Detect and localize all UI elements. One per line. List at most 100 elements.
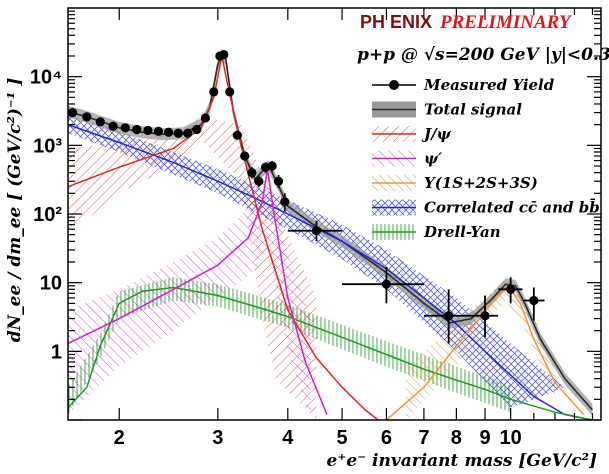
legend: Measured Yield Total signal J/ψ ψ′ Υ(1S+2S+3… [372,76,600,241]
data-point [273,174,284,188]
data-point [209,87,219,97]
data-point [183,128,193,138]
dy-line [68,286,593,420]
legend-label: ψ′ [424,150,442,168]
preliminary-label: PRELIMINARY [439,12,573,33]
legend-label: Υ(1S+2S+3S) [424,174,538,192]
legend-label: Total signal [424,101,522,119]
data-point-marker [163,127,174,137]
legend-entry-dy: Drell-Yan [372,223,501,241]
x-tick-label: 3 [212,427,223,449]
x-axis-label: e⁺e⁻ invariant mass [GeV/c²] [327,451,597,471]
data-point [287,220,343,242]
x-tick-label: 2 [114,427,125,449]
data-point [423,289,472,344]
data-point [143,125,153,135]
legend-entry-jpsi: J/ψ [372,125,452,143]
data-point [82,112,92,122]
data-point-marker [108,121,118,131]
data-point-marker [173,128,183,138]
data-point-marker [209,87,219,97]
data-point [342,266,424,304]
data-point [95,117,105,127]
data-point-marker [225,87,235,97]
data-point-marker [247,168,257,178]
data-point [219,49,229,60]
data-point [132,124,142,135]
data-point [254,175,264,187]
jpsi-line [68,55,379,420]
total-signal-band [68,48,593,416]
data-point-marker [82,112,92,122]
legend-entry-total: Total signal [372,101,522,119]
legend-marker [389,80,399,90]
data-point [192,124,202,135]
data-point-marker [200,113,210,123]
data-point-marker [192,124,202,135]
data-point-marker [153,126,164,136]
x-tick-label: 9 [479,427,490,449]
data-point-marker [444,311,454,321]
jpsi-uncertainty-band [68,116,317,420]
data-point-marker [529,295,539,306]
data-point [153,126,164,136]
data-point-marker [506,284,516,294]
y-tick-label: 10⁴ [30,67,62,89]
y-tick-label: 10² [33,204,62,226]
data-point [471,295,499,338]
data-point [163,127,174,137]
legend-label: J/ψ [421,125,452,143]
x-tick-label: 8 [451,427,462,449]
data-point-marker [95,117,105,127]
data-point [173,128,183,138]
x-tick-label: 10 [500,427,522,449]
legend-entry-ups: Υ(1S+2S+3S) [372,174,538,192]
data-point-marker [280,197,290,207]
y-axis-label: dN_ee / dm_ee [ (GeV/c²)⁻¹ ] [5,78,25,343]
x-tick-label: 6 [381,427,392,449]
data-point-marker [232,130,242,140]
data-point [200,113,210,123]
data-point-marker [311,226,322,236]
data-point [267,161,277,172]
data-point-marker [273,176,284,186]
psip-line [68,168,328,415]
ups-line [385,286,585,420]
phenix-logo: PH ENIX PRELIMINARY [360,12,573,33]
data-point [247,167,257,179]
data-point-marker [254,176,264,186]
data-point-marker [219,49,229,60]
data-point [280,193,290,212]
y-tick-label: 1 [51,341,62,363]
y-tick-label: 10³ [33,135,62,157]
x-tick-label: 5 [337,427,348,449]
data-point [498,277,523,304]
data-point-marker [267,161,277,171]
legend-entry-data: Measured Yield [372,76,555,94]
legend-label: Measured Yield [423,76,555,94]
data-point [120,123,130,133]
x-tick-label: 7 [418,427,429,449]
data-point [522,287,545,321]
legend-entry-ccbb: Correlated cc̄ and bb̄ [372,198,600,217]
ccbb-uncertainty-band [68,114,565,408]
data-point-marker [381,279,392,289]
legend-label: Drell-Yan [423,223,501,241]
data-point-marker [132,124,142,135]
x-tick-label: 4 [282,427,294,449]
data-point-marker [143,125,153,135]
legend-label: Correlated cc̄ and bb̄ [424,198,600,217]
data-point [232,130,242,140]
phenix-logo-text: PH ENIX [360,12,432,32]
data-point-marker [183,128,193,138]
y-tick-label: 10 [40,273,62,295]
ups-uncertainty-band [405,279,555,420]
legend-entry-psip: ψ′ [372,150,442,168]
data-point [240,151,250,161]
data-point-marker [240,151,250,161]
data-point-marker [120,123,130,133]
kinematics-label: p+p @ √s=200 GeV |y|<0.35 [357,45,609,65]
data-point [225,87,235,97]
data-point [108,121,118,131]
